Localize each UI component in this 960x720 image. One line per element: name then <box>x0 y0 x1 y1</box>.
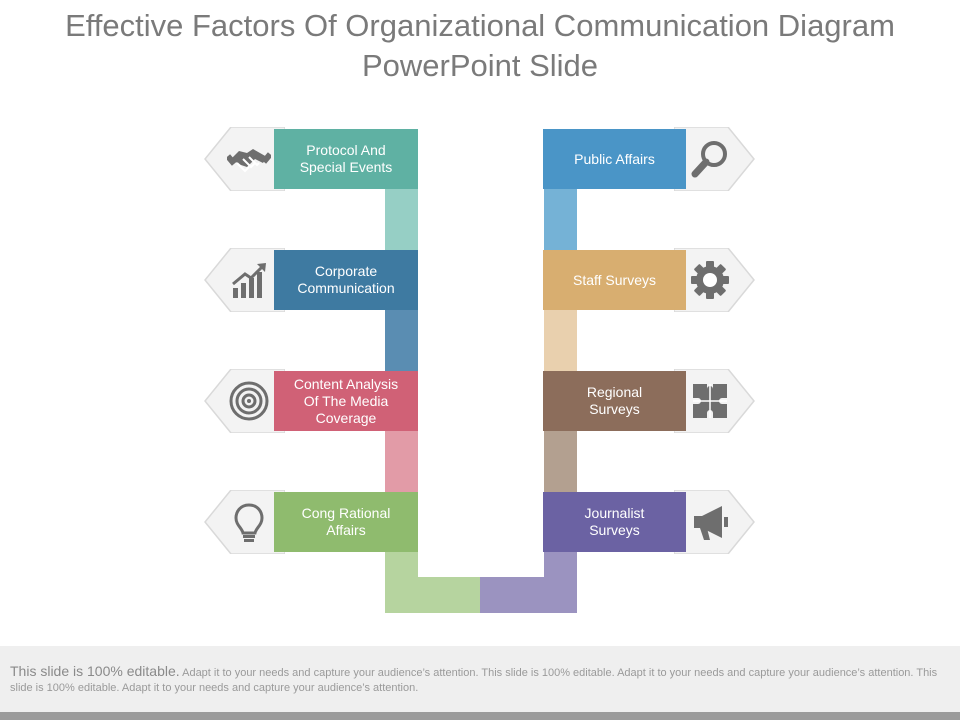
right-connector-1 <box>544 189 577 250</box>
factor-label: Journalist Surveys <box>584 505 645 538</box>
right-connector-2 <box>544 310 577 371</box>
left-factor-box-3: Content Analysis Of The Media Coverage <box>274 371 418 431</box>
right-icon-tab-3 <box>673 368 756 434</box>
footer-panel: This slide is 100% editable. Adapt it to… <box>0 646 960 712</box>
target-icon <box>227 379 271 423</box>
right-icon-tab-2 <box>673 247 756 313</box>
footer-text: This slide is 100% editable. Adapt it to… <box>10 664 940 696</box>
gear-icon <box>688 258 732 302</box>
footer-lead: This slide is 100% editable. <box>10 663 180 679</box>
left-icon-tab-3 <box>203 368 286 434</box>
slide-title-line-1: Effective Factors Of Organizational Comm… <box>65 8 895 43</box>
left-icon-tab-1 <box>203 126 286 192</box>
left-connector-1 <box>385 189 418 250</box>
handshake-icon <box>225 137 273 181</box>
right-factor-box-1: Public Affairs <box>543 129 686 189</box>
slide-title-line-2: PowerPoint Slide <box>361 48 599 83</box>
factor-label: Content Analysis Of The Media Coverage <box>293 375 399 426</box>
bottom-bar <box>0 712 960 720</box>
right-factor-box-4: Journalist Surveys <box>543 492 686 552</box>
left-factor-box-1: Protocol And Special Events <box>274 129 418 189</box>
slide-title: Effective Factors Of Organizational Comm… <box>0 6 960 86</box>
left-icon-tab-4 <box>203 489 286 555</box>
bottom-connector-left <box>385 577 480 613</box>
left-factor-box-4: Cong Rational Affairs <box>274 492 418 552</box>
factor-label: Public Affairs <box>574 150 655 167</box>
factor-label: Cong Rational Affairs <box>301 505 391 538</box>
factor-label: Staff Surveys <box>572 271 656 288</box>
right-icon-tab-1 <box>673 126 756 192</box>
right-factor-box-2: Staff Surveys <box>543 250 686 310</box>
megaphone-icon <box>688 500 732 544</box>
factor-label: Regional Surveys <box>586 384 643 417</box>
right-icon-tab-4 <box>673 489 756 555</box>
factor-label: Protocol And Special Events <box>299 142 393 175</box>
bottom-connector-right <box>480 577 577 613</box>
right-connector-3 <box>544 431 577 492</box>
right-factor-box-3: Regional Surveys <box>543 371 686 431</box>
left-connector-3 <box>385 431 418 492</box>
magnifier-icon <box>688 137 732 181</box>
left-factor-box-2: Corporate Communication <box>274 250 418 310</box>
left-icon-tab-2 <box>203 247 286 313</box>
factor-label: Corporate Communication <box>297 263 395 296</box>
left-connector-2 <box>385 310 418 371</box>
lightbulb-icon <box>227 500 271 544</box>
puzzle-icon <box>688 379 732 423</box>
footer-body: Adapt it to your needs and capture your … <box>10 667 938 694</box>
growth-chart-icon <box>227 258 271 302</box>
